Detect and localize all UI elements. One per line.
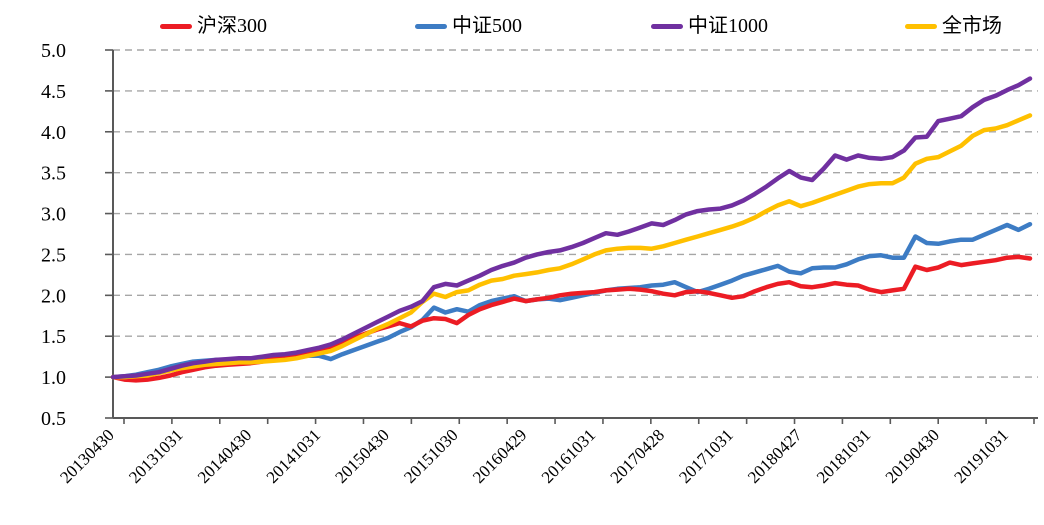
x-tick-label: 20130430 (56, 425, 118, 487)
legend-label: 全市场 (942, 15, 1002, 37)
x-tick-label: 20190430 (882, 425, 944, 487)
x-tick-label: 20151030 (400, 425, 462, 487)
legend-item-whole-market: 全市场 (905, 14, 1002, 38)
x-tick-label: 20131031 (125, 425, 187, 487)
y-tick-label: 2.0 (41, 285, 66, 307)
y-tick-label: 0.5 (41, 408, 66, 430)
x-tick-labels: 20130430 20131031 20140430 20141031 20150430… (56, 425, 1012, 487)
x-tick-label: 20180427 (744, 425, 806, 487)
legend-item-csi500: 中证500 (415, 14, 522, 38)
legend-line-swatch (905, 23, 937, 29)
legend-label: 中证500 (452, 15, 522, 37)
y-tick-label: 3.5 (41, 163, 66, 185)
chart-legend: 沪深300 中证500 中证1000 全市场 (0, 0, 1044, 40)
gridlines (113, 49, 1038, 378)
series-lines (110, 76, 1033, 383)
y-tick-label: 1.5 (41, 326, 66, 348)
axes (105, 49, 1038, 424)
series-line-csi1000 (110, 76, 1033, 380)
x-tick-label: 20170428 (607, 425, 669, 487)
x-tick-label: 20141031 (263, 425, 325, 487)
x-tick-label: 20161031 (538, 425, 600, 487)
x-tick-label: 20171031 (675, 425, 737, 487)
y-tick-label: 3.0 (41, 204, 66, 226)
x-tick-label: 20160429 (469, 425, 531, 487)
x-tick-label: 20181031 (813, 425, 875, 487)
y-tick-label: 1.0 (41, 367, 66, 389)
legend-label: 中证1000 (688, 15, 768, 37)
y-tick-labels: 0.5 1.0 1.5 2.0 2.5 3.0 3.5 4.0 4.5 5.0 (41, 40, 66, 430)
legend-item-csi1000: 中证1000 (651, 14, 768, 38)
legend-line-swatch (651, 23, 683, 29)
y-tick-label: 5.0 (41, 40, 66, 62)
x-tick-label: 20140430 (194, 425, 256, 487)
y-tick-label: 2.5 (41, 244, 66, 266)
x-tick-label: 20150430 (331, 425, 393, 487)
x-tick-label: 20191031 (950, 425, 1012, 487)
legend-line-swatch (160, 23, 192, 29)
y-tick-label: 4.0 (41, 122, 66, 144)
series-line-whole-market (110, 113, 1033, 380)
legend-label: 沪深300 (197, 15, 267, 37)
legend-line-swatch (415, 23, 447, 29)
y-tick-label: 4.5 (41, 81, 66, 103)
legend-item-hs300: 沪深300 (160, 14, 267, 38)
